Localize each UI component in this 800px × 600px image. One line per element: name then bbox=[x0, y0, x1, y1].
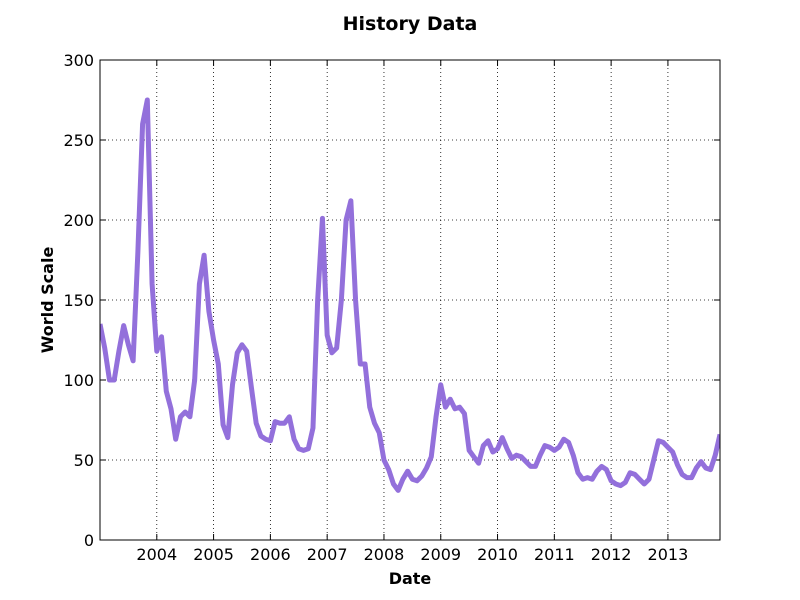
x-tick-label: 2010 bbox=[477, 545, 518, 564]
y-axis-label: World Scale bbox=[38, 247, 57, 354]
chart-title: History Data bbox=[343, 13, 478, 35]
y-tick-label: 100 bbox=[63, 371, 94, 390]
y-tick-label: 250 bbox=[63, 131, 94, 150]
plot-frame bbox=[99, 59, 721, 541]
x-tick-label: 2013 bbox=[648, 545, 689, 564]
y-tick-label: 50 bbox=[74, 451, 94, 470]
y-tick-label: 150 bbox=[63, 291, 94, 310]
x-tick-label: 2007 bbox=[307, 545, 348, 564]
x-axis-label: Date bbox=[389, 569, 432, 588]
x-tick-label: 2004 bbox=[136, 545, 177, 564]
y-tick-label: 300 bbox=[63, 51, 94, 70]
x-tick-label: 2008 bbox=[364, 545, 405, 564]
x-tick-label: 2011 bbox=[534, 545, 575, 564]
data-line bbox=[100, 97, 720, 493]
y-tick-label: 200 bbox=[63, 211, 94, 230]
x-tick-label: 2009 bbox=[420, 545, 461, 564]
y-tick-label: 0 bbox=[84, 531, 94, 550]
x-tick-label: 2005 bbox=[193, 545, 234, 564]
x-tick-label: 2012 bbox=[591, 545, 632, 564]
x-tick-label: 2006 bbox=[250, 545, 291, 564]
